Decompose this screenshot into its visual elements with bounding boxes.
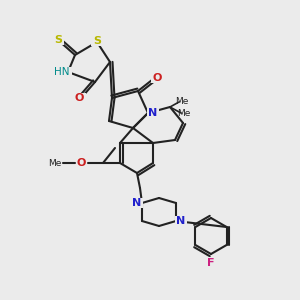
Bar — [175, 216, 187, 226]
Bar — [205, 257, 217, 267]
Text: S: S — [54, 35, 62, 45]
Text: N: N — [132, 198, 142, 208]
Bar — [151, 73, 163, 83]
Text: Me: Me — [48, 158, 62, 167]
Bar — [56, 67, 72, 77]
Text: N: N — [176, 216, 186, 226]
Text: S: S — [93, 36, 101, 46]
Bar — [147, 108, 159, 118]
Text: O: O — [76, 158, 86, 168]
Text: F: F — [207, 258, 215, 268]
Text: O: O — [74, 93, 84, 103]
Bar — [91, 36, 103, 46]
Text: HN: HN — [54, 67, 70, 77]
Text: Me: Me — [175, 97, 189, 106]
Bar — [52, 35, 64, 45]
Text: O: O — [152, 73, 162, 83]
Bar — [72, 93, 86, 103]
Text: N: N — [148, 108, 158, 118]
Text: Me: Me — [177, 110, 191, 118]
Bar — [131, 198, 143, 208]
